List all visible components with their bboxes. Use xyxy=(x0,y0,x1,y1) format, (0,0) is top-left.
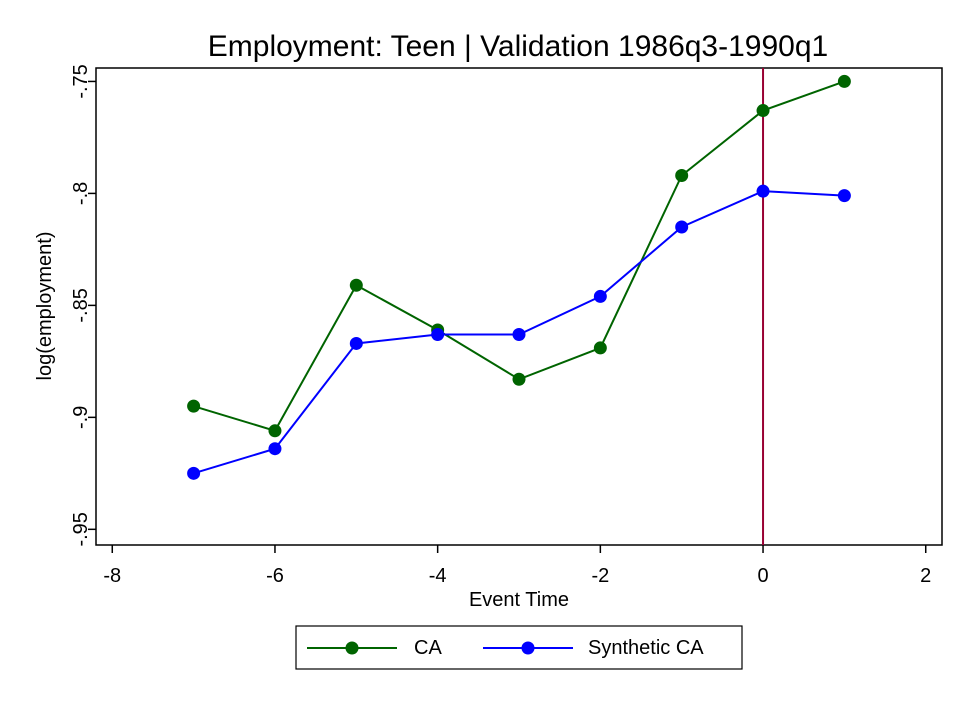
y-tick-label: -.85 xyxy=(70,288,92,322)
x-tick-label: 0 xyxy=(757,565,768,587)
data-point xyxy=(268,424,282,438)
y-tick-label: -.8 xyxy=(70,182,92,205)
x-axis-label: Event Time xyxy=(469,589,569,611)
x-tick-label: -8 xyxy=(103,565,121,587)
y-tick-label: -.75 xyxy=(70,64,92,98)
x-tick-label: 2 xyxy=(920,565,931,587)
x-axis: -8 -6 -4 -2 0 2 xyxy=(103,545,931,587)
legend-marker xyxy=(521,641,535,655)
x-tick-label: -2 xyxy=(591,565,609,587)
y-tick-label: -.9 xyxy=(70,406,92,429)
data-point xyxy=(593,341,607,355)
data-point xyxy=(187,466,201,480)
data-point xyxy=(512,372,526,386)
y-axis-label: log(employment) xyxy=(34,232,56,381)
legend-label: CA xyxy=(414,637,442,659)
y-tick-label: -.95 xyxy=(70,512,92,546)
data-point xyxy=(512,327,526,341)
chart-title: Employment: Teen | Validation 1986q3-199… xyxy=(208,30,828,63)
legend: CA Synthetic CA xyxy=(295,625,743,670)
series-layer xyxy=(187,74,851,480)
data-point xyxy=(675,168,689,182)
data-point xyxy=(268,442,282,456)
data-point xyxy=(593,289,607,303)
plot-area xyxy=(95,67,943,546)
data-point xyxy=(756,184,770,198)
y-axis: -.95 -.9 -.85 -.8 -.75 xyxy=(70,64,96,547)
data-point xyxy=(837,74,851,88)
data-point xyxy=(349,336,363,350)
data-point xyxy=(756,104,770,118)
data-point xyxy=(431,327,445,341)
legend-label: Synthetic CA xyxy=(588,637,704,659)
data-point xyxy=(675,220,689,234)
data-point xyxy=(349,278,363,292)
x-tick-label: -4 xyxy=(429,565,447,587)
legend-marker xyxy=(345,641,359,655)
data-point xyxy=(187,399,201,413)
data-point xyxy=(837,189,851,203)
x-tick-label: -6 xyxy=(266,565,284,587)
